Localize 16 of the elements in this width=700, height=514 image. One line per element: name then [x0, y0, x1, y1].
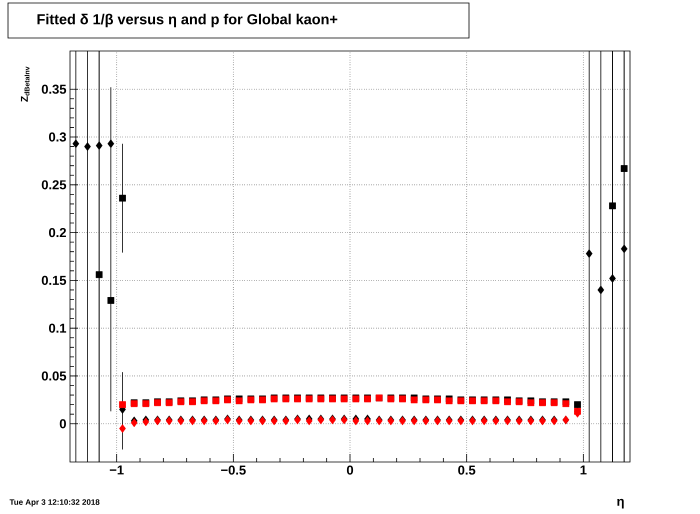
x-tick-label: 0	[346, 466, 354, 475]
x-tick-label: 0.5	[458, 466, 476, 475]
y-tick-label: 0.1	[49, 324, 66, 333]
y-tick-label: 0.3	[49, 132, 66, 142]
y-tick-label: 0.15	[42, 276, 66, 285]
y-axis-title: Z$_{dBetaInv}$	[20, 66, 30, 102]
x-axis-title: η	[617, 498, 624, 508]
y-tick-label: 0	[60, 419, 66, 428]
y-tick-label: 0.05	[42, 371, 66, 381]
y-tick-label: 0.25	[42, 180, 66, 190]
x-tick-label: −0.5	[221, 466, 246, 475]
x-tick-label: 1	[580, 466, 587, 474]
chart-title: Fitted δ 1/β versus η and p for Global kaon+	[37, 14, 338, 28]
y-tick-label: 0.2	[49, 228, 66, 238]
y-tick-label: 0.35	[42, 84, 66, 94]
x-tick-label: −1	[110, 466, 124, 474]
